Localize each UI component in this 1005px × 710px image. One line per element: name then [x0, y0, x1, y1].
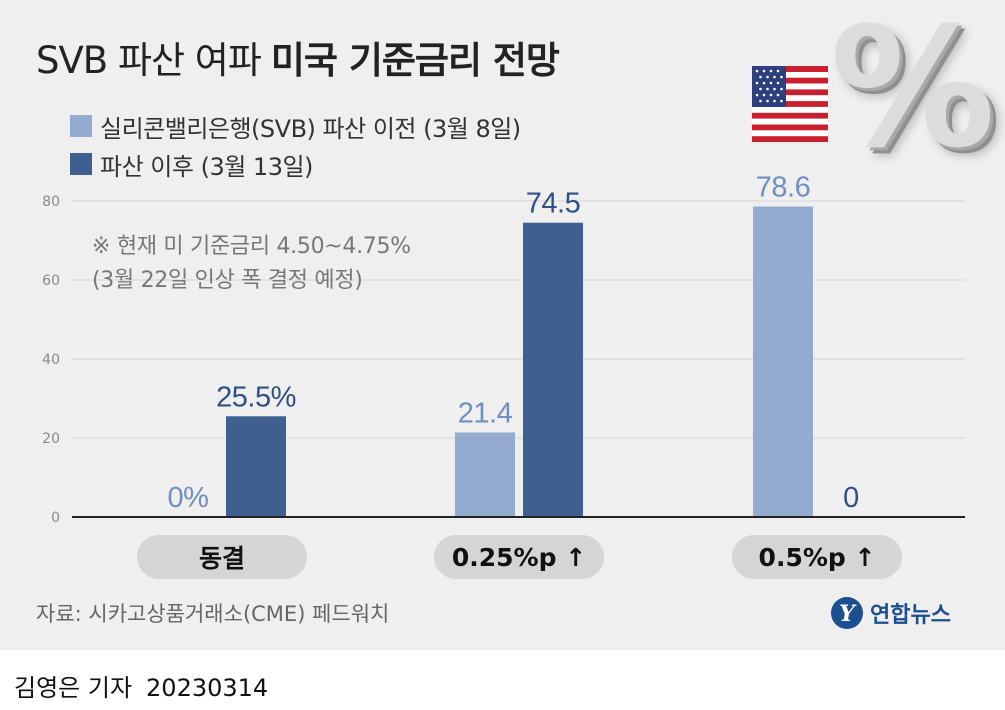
y-tick-label: 80	[42, 194, 60, 210]
logo-mark: Y	[839, 601, 857, 627]
data-label: 25.5%	[216, 381, 296, 413]
legend-label-after: 파산 이후 (3월 13일)	[100, 152, 313, 181]
data-label: 0	[843, 482, 859, 514]
data-label: 0%	[168, 482, 209, 514]
chart-note: ※ 현재 미 기준금리 4.50~4.75% (3월 22일 인상 폭 결정 예…	[92, 230, 411, 298]
source-text: 자료: 시카고상품거래소(CME) 페드워치	[36, 602, 390, 626]
bar	[523, 222, 583, 517]
title-light: SVB 파산 여파	[36, 39, 262, 82]
data-label: 74.5	[526, 188, 580, 220]
yonhap-logo-icon: Y	[831, 597, 863, 629]
category-label-50bp: 0.5%p ↑	[732, 535, 902, 579]
bar	[455, 432, 515, 517]
data-label: 21.4	[458, 397, 513, 429]
publish-date: 20230314	[146, 674, 269, 702]
legend-item-before: 실리콘밸리은행(SVB) 파산 이전 (3월 8일)	[70, 110, 521, 143]
us-flag-icon	[752, 66, 828, 142]
legend-item-after: 파산 이후 (3월 13일)	[70, 148, 313, 181]
y-tick-label: 60	[42, 273, 60, 289]
title-bold: 미국 기준금리 전망	[270, 39, 560, 82]
data-label: 78.6	[756, 172, 810, 204]
bar	[753, 206, 813, 517]
y-tick-label: 40	[42, 352, 60, 368]
agency-name: 연합뉴스	[870, 603, 951, 628]
agency-logo: Y 연합뉴스	[830, 596, 951, 630]
y-tick-label: 20	[42, 431, 60, 447]
percent-decor-icon: %	[830, 0, 996, 184]
note-line-1: ※ 현재 미 기준금리 4.50~4.75%	[92, 234, 411, 259]
legend-swatch-after	[70, 153, 92, 175]
y-tick-label: 0	[51, 510, 60, 526]
category-label-25bp: 0.25%p ↑	[434, 535, 604, 579]
bar	[226, 416, 286, 517]
legend-swatch-before	[70, 115, 92, 137]
byline: 김영은 기자 20230314	[14, 668, 268, 703]
bar-chart: 0 20 40 60 80 0% 21.4 78.6 25.5% 74.5 0	[42, 172, 965, 526]
note-line-2: (3월 22일 인상 폭 결정 예정)	[92, 268, 363, 293]
legend-label-before: 실리콘밸리은행(SVB) 파산 이전 (3월 8일)	[100, 114, 521, 143]
chart-title: SVB 파산 여파 미국 기준금리 전망	[36, 30, 560, 84]
category-label-freeze: 동결	[137, 535, 307, 579]
reporter-name: 김영은 기자	[14, 674, 133, 702]
